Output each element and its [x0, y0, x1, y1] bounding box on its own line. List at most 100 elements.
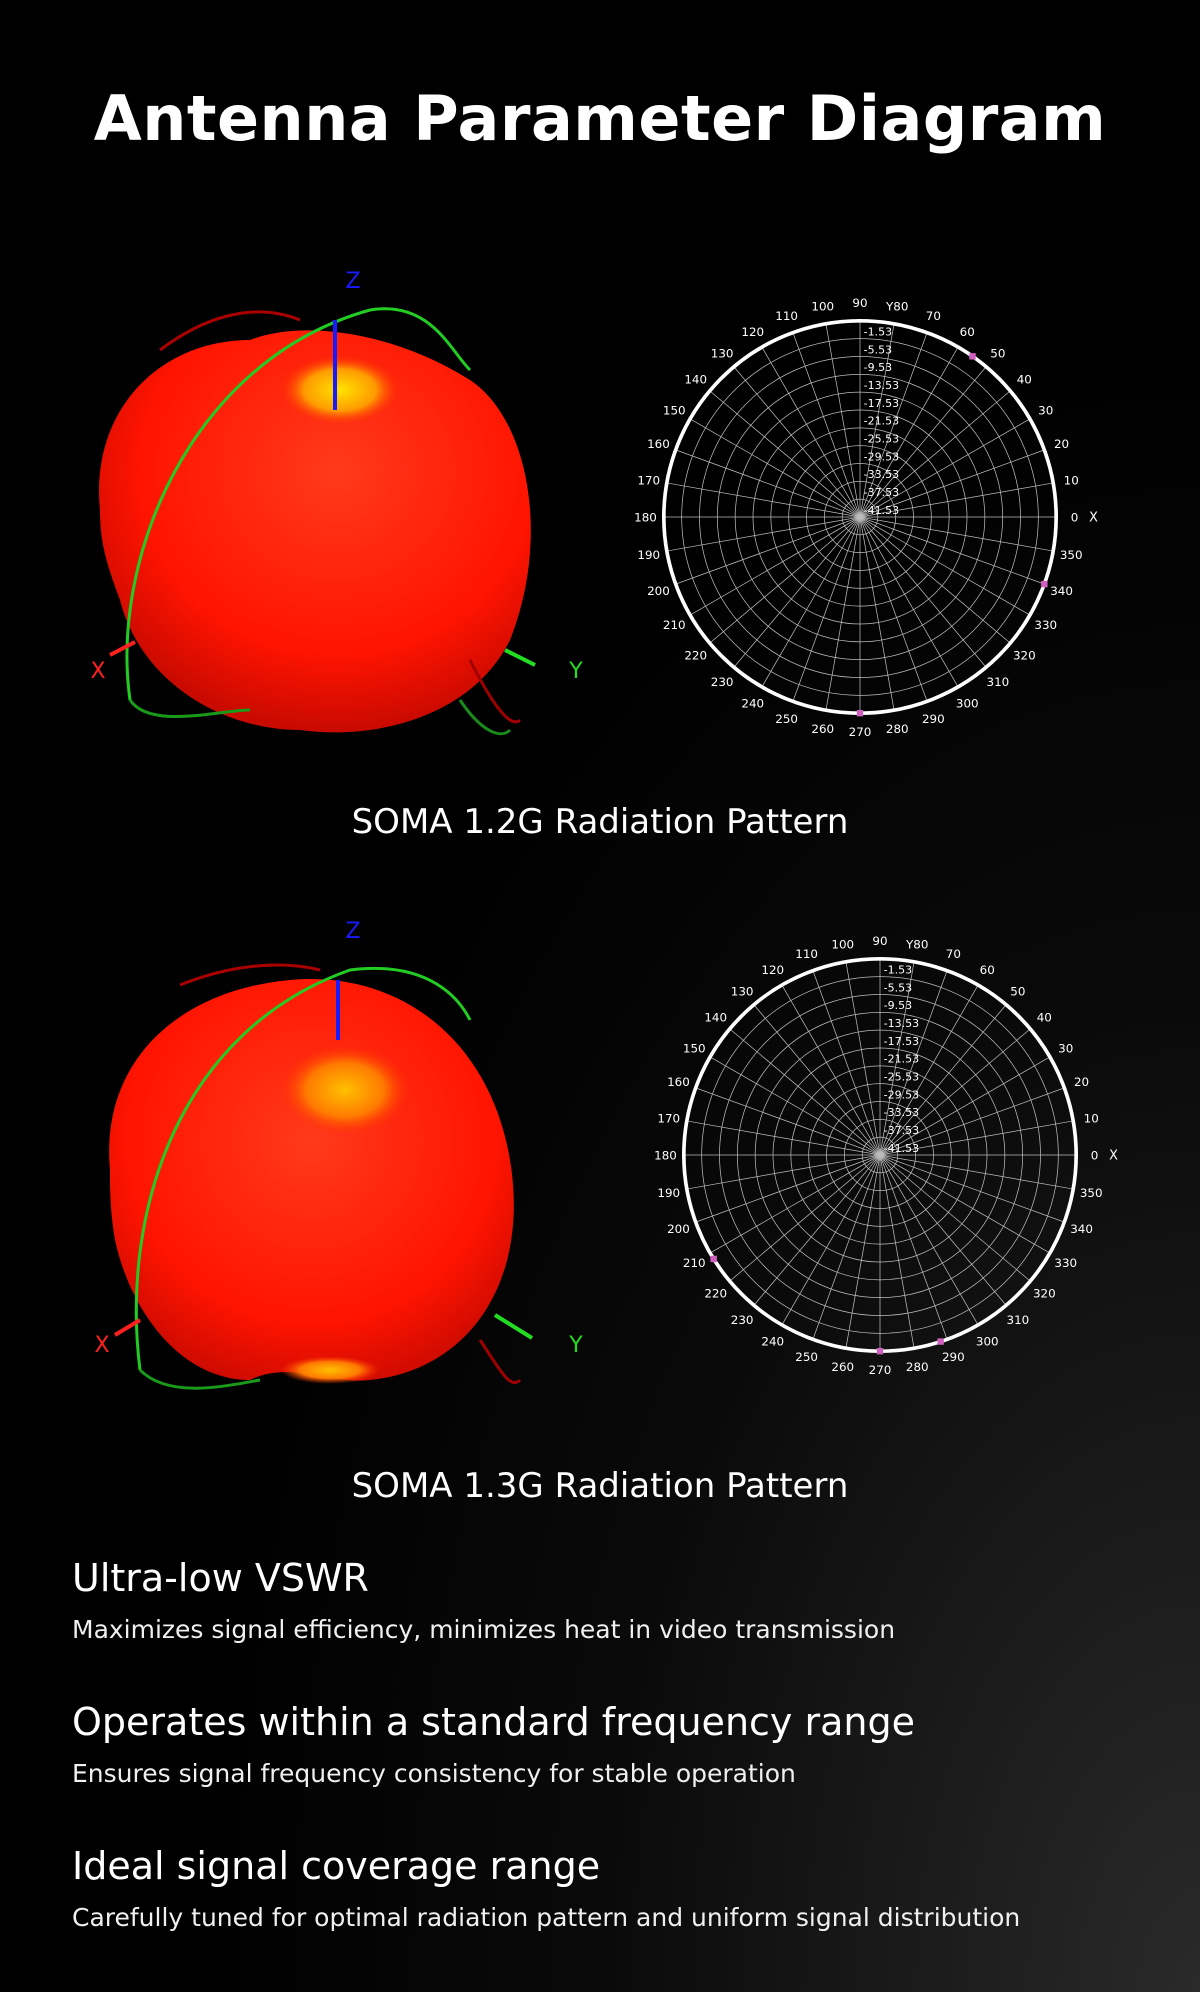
- polar-grid-spoke: [812, 1154, 881, 1340]
- polar-radial-label: -17.53: [884, 1035, 919, 1048]
- polar-angle-label: 90: [872, 934, 887, 948]
- polar-angle-label: 40: [1037, 1011, 1052, 1025]
- polar-radial-label: -21.53: [884, 1053, 919, 1066]
- polar-grid-spoke: [859, 516, 1045, 585]
- polar-angle-label: 190: [657, 1186, 680, 1200]
- polar-angle-label: 180: [634, 511, 657, 525]
- polar-angle-label: 260: [811, 722, 834, 736]
- polar-grid-spoke: [879, 1087, 1065, 1156]
- polar-grid-spoke: [812, 970, 881, 1156]
- polar-grid-spoke: [859, 346, 959, 518]
- polar-grid-spoke: [825, 323, 861, 518]
- x-axis-label: X: [90, 659, 105, 684]
- polar-grid-spoke: [859, 516, 1011, 644]
- polar-angle-label: 280: [906, 1360, 929, 1374]
- feature-description: Carefully tuned for optimal radiation pa…: [72, 1903, 1021, 1932]
- green-orbit-line: [138, 1368, 261, 1390]
- polar-angle-label: 340: [1050, 584, 1073, 598]
- polar-angle-label: 230: [711, 675, 734, 689]
- polar-angle-label: 50: [1010, 984, 1025, 998]
- polar-marker: [1041, 580, 1048, 588]
- polar-angle-label: 310: [987, 675, 1010, 689]
- green-orbit-line: [458, 699, 512, 736]
- polar-angle-label: 180: [654, 1149, 677, 1163]
- radiation-3d-plot-1-2g: Z X Y: [90, 269, 583, 736]
- polar-angle-label: 20: [1054, 437, 1069, 451]
- polar-radial-label: -17.53: [864, 397, 899, 410]
- polar-angle-label: 110: [775, 309, 798, 323]
- polar-angle-label: 220: [704, 1286, 727, 1300]
- polar-grid-spoke: [695, 1087, 881, 1156]
- radiation-lobe: [109, 979, 514, 1381]
- polar-angle-label: 250: [795, 1350, 818, 1364]
- polar-radial-label: -29.53: [864, 450, 899, 463]
- polar-angle-label: 330: [1054, 1256, 1077, 1270]
- polar-axis-x-label: X: [1109, 1149, 1118, 1164]
- polar-angle-label: 270: [869, 1363, 892, 1377]
- polar-grid-spoke: [859, 418, 1031, 518]
- polar-radial-label: -9.53: [864, 361, 892, 374]
- polar-angle-label: 320: [1013, 648, 1036, 662]
- polar-angle-label: Y80: [905, 937, 928, 951]
- polar-grid-spoke: [753, 1154, 881, 1306]
- polar-grid-spoke: [729, 1154, 881, 1282]
- polar-radial-label: -37.53: [864, 486, 899, 499]
- polar-grid-spoke: [859, 482, 1054, 518]
- polar-angle-label: 10: [1084, 1111, 1099, 1125]
- polar-angle-label: 120: [761, 963, 784, 977]
- polar-angle-label: 160: [647, 437, 670, 451]
- polar-grid-spoke: [709, 1056, 881, 1156]
- polar-grid-spoke: [859, 516, 895, 711]
- polar-radial-label: -5.53: [884, 981, 912, 994]
- polar-grid-spoke: [879, 1154, 1051, 1254]
- feature-title: Operates within a standard frequency ran…: [72, 1700, 915, 1744]
- polar-grid-spoke: [879, 1004, 1007, 1156]
- polar-grid-spoke: [666, 482, 861, 518]
- polar-angle-label: 130: [711, 346, 734, 360]
- polar-radial-label: -1.53: [864, 326, 892, 339]
- polar-grid-spoke: [709, 390, 861, 518]
- page-title: Antenna Parameter Diagram: [93, 82, 1107, 155]
- polar-grid-spoke: [859, 449, 1045, 518]
- polar-marker: [937, 1338, 944, 1345]
- polar-radial-label: -25.53: [884, 1071, 919, 1084]
- polar-grid-spoke: [879, 1154, 1031, 1282]
- polar-grid-spoke: [879, 1028, 1031, 1156]
- polar-radial-label: -33.53: [884, 1106, 919, 1119]
- polar-grid-spoke: [675, 449, 861, 518]
- green-orbit-line: [134, 967, 472, 1371]
- polar-angle-label: 100: [831, 937, 854, 951]
- polar-angle-label: 30: [1058, 1041, 1073, 1055]
- polar-angle-label: 70: [946, 947, 961, 961]
- polar-grid-spoke: [686, 1120, 881, 1156]
- feature-title: Ultra-low VSWR: [72, 1556, 369, 1600]
- red-orbit-line: [478, 1339, 522, 1384]
- polar-angle-label: 60: [960, 325, 975, 339]
- polar-angle-label: 250: [775, 712, 798, 726]
- z-axis-label: Z: [345, 269, 360, 294]
- polar-grid-spoke: [859, 516, 928, 702]
- feature-description: Maximizes signal efficiency, minimizes h…: [72, 1615, 896, 1644]
- polar-angle-label: 130: [731, 984, 754, 998]
- x-axis-label: X: [94, 1333, 109, 1358]
- polar-grid-spoke: [695, 1154, 881, 1223]
- polar-grid-spoke: [859, 516, 1054, 552]
- red-orbit-line: [179, 963, 321, 987]
- polar-radial-label: -13.53: [884, 1017, 919, 1030]
- y-axis-label: Y: [568, 1333, 583, 1358]
- polar-angle-label: Y80: [885, 299, 908, 313]
- polar-angle-label: 280: [886, 722, 909, 736]
- polar-grid-spoke: [845, 961, 881, 1156]
- x-axis-line: [109, 640, 136, 657]
- polar-radial-label: -21.53: [864, 415, 899, 428]
- polar-axis-x-label: X: [1089, 511, 1098, 526]
- polar-marker: [710, 1255, 717, 1263]
- polar-angle-label: 330: [1034, 618, 1057, 632]
- polar-angle-label: 200: [647, 584, 670, 598]
- polar-radial-label: -5.53: [864, 343, 892, 356]
- polar-grid-spoke: [879, 970, 948, 1156]
- polar-angle-label: 0: [1071, 511, 1079, 525]
- radiation-lobe: [99, 330, 531, 733]
- pattern-caption: SOMA 1.3G Radiation Pattern: [351, 1466, 849, 1506]
- polar-angle-label: 220: [684, 648, 707, 662]
